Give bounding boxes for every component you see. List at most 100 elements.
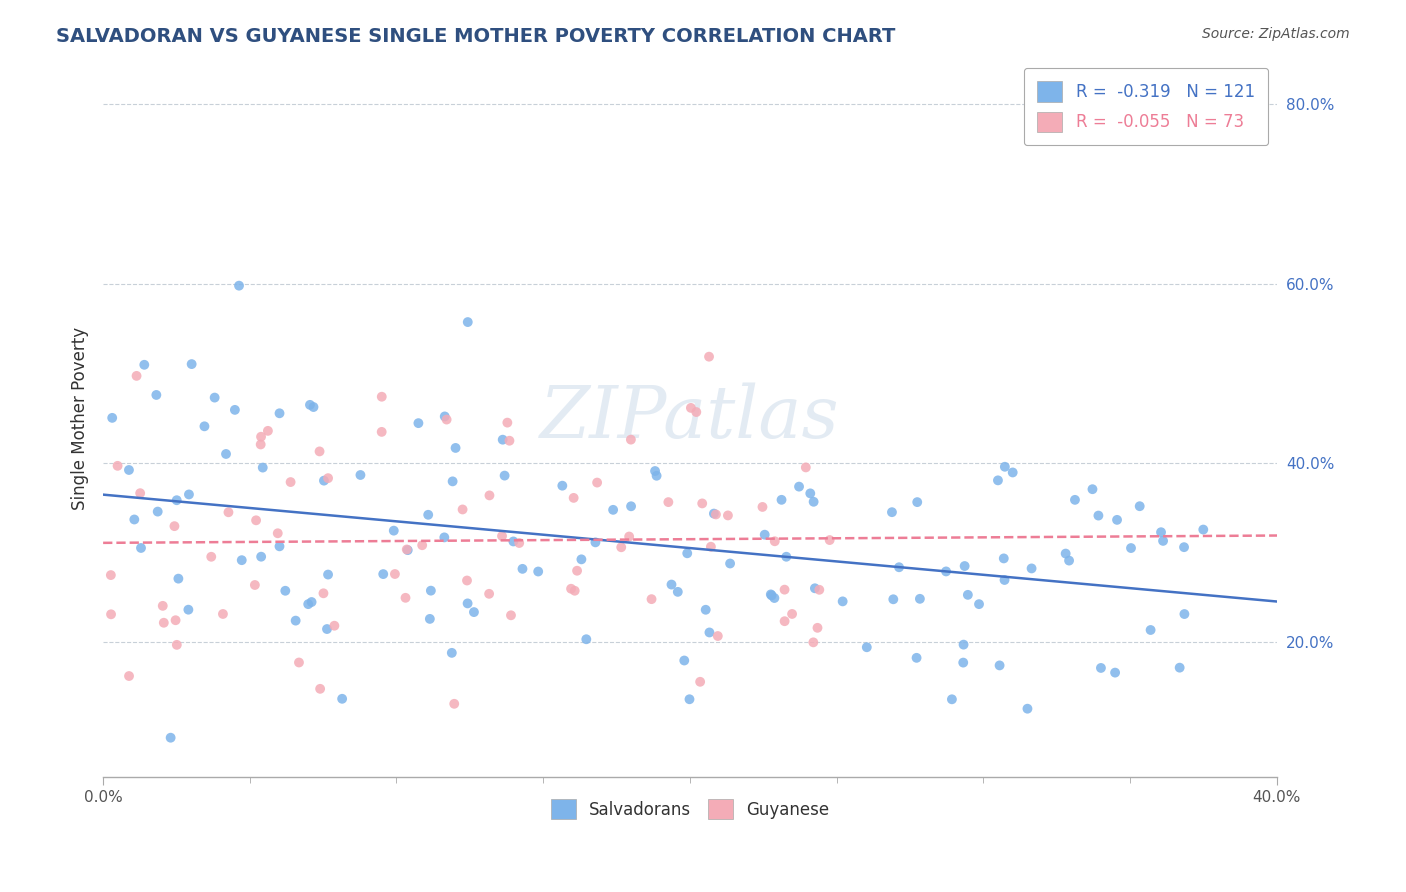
Point (308, 444, 330, 458)
Point (676, 546, 699, 560)
Point (644, 464, 666, 478)
Point (153, 615, 176, 630)
Point (1139, 623, 1161, 637)
Point (496, 416, 519, 430)
Point (967, 597, 990, 611)
Point (666, 585, 689, 599)
Point (284, 614, 307, 628)
Point (880, 505, 903, 519)
Point (551, 478, 574, 492)
Point (309, 681, 332, 696)
Point (418, 508, 440, 522)
Text: SALVADORAN VS GUYANESE SINGLE MOTHER POVERTY CORRELATION CHART: SALVADORAN VS GUYANESE SINGLE MOTHER POV… (56, 27, 896, 45)
Point (457, 596, 479, 610)
Point (1129, 499, 1152, 513)
Point (129, 486, 152, 500)
Point (718, 557, 741, 571)
Point (565, 564, 588, 578)
Point (408, 416, 430, 430)
Point (803, 495, 825, 509)
Point (217, 505, 239, 519)
Point (657, 495, 679, 509)
Point (394, 591, 416, 605)
Point (267, 526, 290, 541)
Point (775, 549, 797, 564)
Point (704, 508, 727, 522)
Point (562, 491, 585, 505)
Point (457, 315, 479, 329)
Point (564, 583, 586, 598)
Text: Source: ZipAtlas.com: Source: ZipAtlas.com (1202, 27, 1350, 41)
Point (794, 460, 817, 475)
Point (560, 582, 582, 596)
Point (118, 669, 141, 683)
Point (855, 640, 877, 655)
Point (801, 635, 824, 649)
Point (1104, 665, 1126, 680)
Point (396, 543, 419, 558)
Point (124, 512, 146, 526)
Point (640, 592, 662, 607)
Point (818, 533, 841, 547)
Point (527, 565, 550, 579)
Point (419, 612, 441, 626)
Point (773, 614, 796, 628)
Point (993, 551, 1015, 566)
Point (180, 357, 202, 371)
Point (690, 496, 713, 510)
Point (645, 468, 668, 483)
Point (695, 603, 717, 617)
Point (987, 474, 1010, 488)
Point (678, 692, 700, 706)
Point (685, 405, 707, 419)
Point (700, 540, 723, 554)
Point (763, 534, 786, 549)
Point (759, 587, 782, 601)
Point (804, 582, 827, 596)
Point (952, 656, 974, 670)
Point (228, 278, 250, 293)
Point (787, 480, 810, 494)
Point (316, 567, 339, 582)
Point (620, 500, 643, 514)
Point (1064, 492, 1087, 507)
Point (679, 401, 702, 415)
Point (193, 419, 215, 434)
Point (165, 613, 187, 627)
Point (761, 589, 783, 603)
Point (697, 350, 720, 364)
Point (703, 507, 725, 521)
Point (231, 553, 253, 567)
Point (1017, 702, 1039, 716)
Point (1081, 482, 1104, 496)
Point (100, 607, 122, 622)
Point (269, 406, 291, 420)
Point (330, 691, 353, 706)
Point (478, 587, 501, 601)
Point (323, 618, 346, 632)
Point (806, 621, 828, 635)
Point (1168, 660, 1191, 674)
Point (312, 586, 335, 600)
Point (224, 403, 246, 417)
Point (297, 597, 319, 611)
Point (302, 400, 325, 414)
Point (444, 441, 467, 455)
Point (312, 474, 335, 488)
Point (905, 650, 928, 665)
Point (152, 599, 174, 613)
Point (952, 638, 974, 652)
Point (494, 468, 516, 483)
Point (1001, 466, 1024, 480)
Point (433, 530, 456, 544)
Point (451, 502, 474, 516)
Point (1054, 547, 1077, 561)
Point (204, 391, 226, 405)
Point (1119, 541, 1142, 555)
Point (953, 559, 976, 574)
Point (371, 390, 394, 404)
Point (610, 541, 633, 555)
Point (689, 674, 711, 689)
Point (1090, 661, 1112, 675)
Point (243, 578, 266, 592)
